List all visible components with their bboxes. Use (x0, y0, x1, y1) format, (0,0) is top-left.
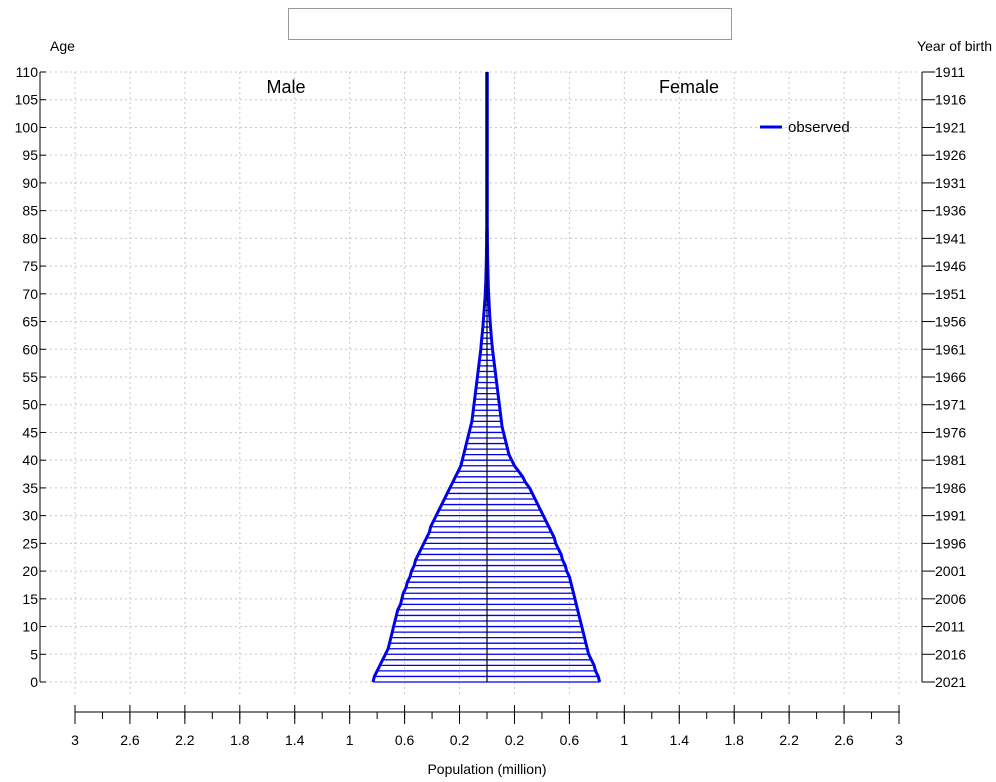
year-tick-label: 2006 (935, 591, 966, 607)
year-tick-label: 2001 (935, 563, 966, 579)
x-tick-label: 2.6 (834, 732, 854, 748)
year-tick-label: 1961 (935, 341, 966, 357)
year-tick-label: 1976 (935, 424, 966, 440)
year-tick-label: 1916 (935, 92, 966, 108)
age-tick-label: 60 (22, 341, 38, 357)
age-tick-label: 110 (16, 64, 39, 80)
x-tick-label: 3 (71, 732, 79, 748)
male-panel-label: Male (266, 77, 305, 97)
year-tick-label: 1941 (935, 230, 966, 246)
year-tick-label: 1936 (935, 203, 966, 219)
x-tick-label: 2.2 (175, 732, 195, 748)
axes-layer: 0510152025303540455055606570758085909510… (15, 64, 967, 748)
age-tick-label: 65 (22, 314, 38, 330)
x-tick-label: 1.4 (285, 732, 305, 748)
age-tick-label: 90 (22, 175, 38, 191)
age-tick-label: 35 (22, 480, 38, 496)
female-panel-label: Female (659, 77, 719, 97)
year-tick-label: 1946 (935, 258, 966, 274)
year-tick-label: 2011 (935, 619, 965, 635)
age-tick-label: 25 (22, 535, 38, 551)
age-tick-label: 20 (22, 563, 38, 579)
right-axis-title: Year of birth (917, 38, 992, 54)
left-axis-title: Age (50, 38, 75, 54)
year-tick-label: 1956 (935, 314, 966, 330)
year-tick-label: 1971 (935, 397, 966, 413)
year-tick-label: 1986 (935, 480, 966, 496)
legend: observed (760, 119, 850, 136)
bars-layer (371, 71, 602, 683)
age-tick-label: 15 (22, 591, 38, 607)
age-tick-label: 40 (22, 452, 38, 468)
age-tick-label: 10 (22, 619, 38, 635)
age-tick-label: 105 (15, 92, 39, 108)
year-tick-label: 2016 (935, 646, 966, 662)
age-tick-label: 55 (22, 369, 38, 385)
x-tick-label: 1.8 (230, 732, 250, 748)
x-tick-label: 1 (346, 732, 354, 748)
age-tick-label: 80 (22, 230, 38, 246)
year-tick-label: 1996 (935, 535, 966, 551)
age-tick-label: 85 (22, 203, 38, 219)
year-tick-label: 1991 (935, 508, 966, 524)
chart-title-box (288, 8, 732, 40)
age-tick-label: 30 (22, 508, 38, 524)
x-tick-label: 1.8 (724, 732, 744, 748)
year-tick-label: 1911 (935, 64, 965, 80)
age-tick-label: 95 (22, 147, 38, 163)
year-tick-label: 1921 (935, 119, 966, 135)
age-tick-label: 75 (22, 258, 38, 274)
series-outline-female (485, 72, 602, 683)
year-tick-label: 1931 (935, 175, 966, 191)
x-tick-label: 0.6 (395, 732, 415, 748)
x-tick-label: 1 (620, 732, 628, 748)
x-tick-label: 3 (895, 732, 903, 748)
x-tick-label: 1.4 (670, 732, 690, 748)
year-tick-label: 1966 (935, 369, 966, 385)
x-tick-label: 0.2 (450, 732, 470, 748)
year-tick-label: 1951 (935, 286, 966, 302)
x-tick-label: 0.6 (560, 732, 580, 748)
age-tick-label: 0 (30, 674, 38, 690)
x-tick-label: 2.2 (779, 732, 799, 748)
age-tick-label: 50 (22, 397, 38, 413)
age-tick-label: 100 (15, 119, 39, 135)
year-tick-label: 1926 (935, 147, 966, 163)
age-tick-label: 5 (30, 646, 38, 662)
legend-label-observed: observed (788, 119, 850, 136)
age-tick-label: 70 (22, 286, 38, 302)
year-tick-label: 2021 (935, 674, 966, 690)
x-tick-label: 0.2 (505, 732, 525, 748)
x-tick-label: 2.6 (120, 732, 140, 748)
grid-layer (40, 71, 920, 696)
age-tick-label: 45 (22, 424, 38, 440)
year-tick-label: 1981 (935, 452, 966, 468)
x-axis-label: Population (million) (427, 761, 546, 777)
